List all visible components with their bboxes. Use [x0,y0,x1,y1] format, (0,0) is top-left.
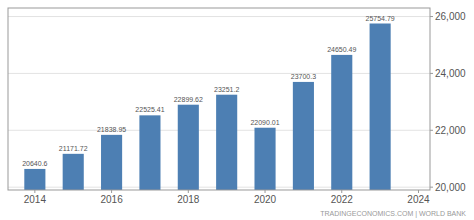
y-tick-label: 24,000 [435,68,466,79]
y-tick [430,187,433,188]
x-tick [188,190,189,193]
grid-line [8,73,430,74]
y-tick-label: 26,000 [435,11,466,22]
bars [24,24,390,190]
x-tick [34,190,35,193]
bar [101,135,122,190]
x-tick-label: 2014 [24,194,47,205]
data-label: 23251.2 [214,86,239,93]
y-tick-label: 20,000 [435,182,466,193]
data-labels: 20640.6 21171.72 21838.95 22525.41 22899.62 2… [22,15,395,167]
data-label: 22525.41 [135,106,164,113]
x-tick [111,190,112,193]
x-tick-label: 2018 [177,194,200,205]
bar [331,55,352,190]
y-tick-label: 22,000 [435,125,466,136]
bar [24,169,45,190]
data-label: 22090.01 [250,119,279,126]
bar [216,95,237,190]
bar [139,115,160,190]
y-tick [430,130,433,131]
data-label: 25754.79 [366,15,395,22]
x-tick [265,190,266,193]
x-tick [341,190,342,193]
data-label: 20640.6 [22,160,47,167]
y-tick [430,16,433,17]
watermark: TRADINGECONOMICS.COM | WORLD BANK [320,210,466,218]
plot-frame [8,8,430,190]
y-axis: 20,000 22,000 24,000 26,000 [430,11,466,193]
y-tick [430,73,433,74]
x-tick-label: 2024 [407,194,430,205]
x-tick-label: 2022 [331,194,354,205]
x-tick-label: 2020 [254,194,277,205]
x-tick [418,190,419,193]
data-label: 21838.95 [97,126,126,133]
bar [254,128,275,190]
data-label: 22899.62 [174,96,203,103]
data-label: 21171.72 [59,145,88,152]
x-axis: 2014 2016 2018 2020 2022 2024 [24,190,430,205]
bar [293,82,314,190]
chart: 20640.6 21171.72 21838.95 22525.41 22899.62 2… [0,0,474,220]
x-tick-label: 2016 [100,194,123,205]
bar [178,105,199,190]
data-label: 24650.49 [327,46,356,53]
data-label: 23700.3 [291,73,316,80]
bar [63,154,84,190]
bar [370,24,391,190]
